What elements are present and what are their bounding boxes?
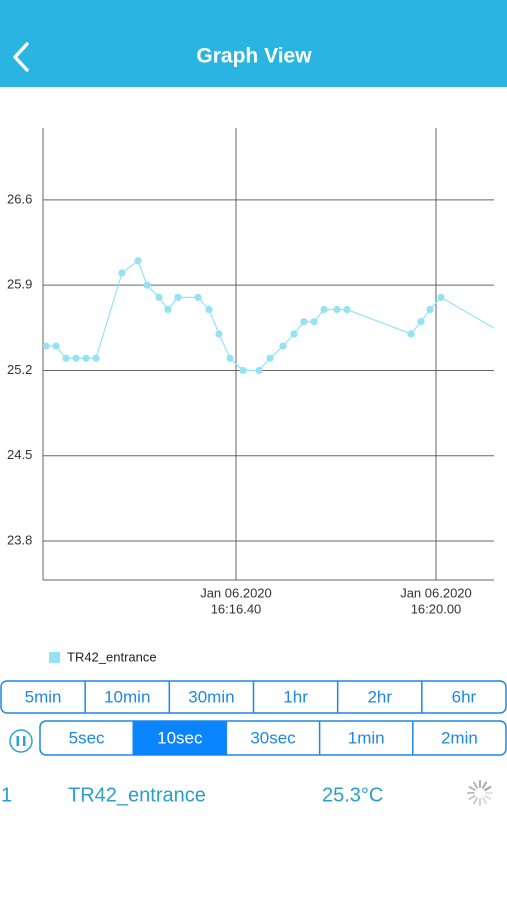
reading-index: 1: [1, 784, 12, 806]
y-tick-label: 25.2: [7, 362, 32, 377]
reading-name: TR42_entrance: [68, 784, 206, 806]
pause-button[interactable]: [9, 729, 33, 753]
range-button-label[interactable]: 10min: [104, 687, 150, 706]
interval-button-label[interactable]: 1min: [348, 728, 385, 747]
spinner-tick: [482, 797, 487, 805]
interval-button-label[interactable]: 5sec: [69, 728, 105, 747]
range-button-label[interactable]: 30min: [188, 687, 234, 706]
back-button[interactable]: [13, 42, 29, 72]
range-button-label[interactable]: 1hr: [283, 687, 308, 706]
data-point: [407, 330, 415, 338]
interval-button-label[interactable]: 2min: [441, 728, 478, 747]
data-point: [343, 305, 351, 314]
data-point: [255, 366, 263, 375]
x-tick-label: Jan 06.2020: [400, 585, 472, 600]
data-point: [290, 330, 298, 338]
y-tick-label: 25.9: [7, 277, 32, 292]
pause-bar: [16, 736, 19, 746]
data-point: [82, 354, 90, 362]
interval-button-label[interactable]: 10sec: [157, 728, 203, 747]
data-point: [417, 318, 425, 326]
data-point: [194, 293, 202, 301]
data-point: [437, 293, 445, 301]
data-point: [164, 305, 172, 314]
data-point: [320, 305, 328, 314]
spinner-tick: [468, 786, 476, 791]
data-point: [43, 342, 50, 350]
legend-label: TR42_entrance: [67, 649, 157, 664]
data-point: [143, 281, 151, 289]
spinner-tick: [484, 786, 492, 791]
loading-spinner: [467, 780, 493, 806]
x-tick-label: 16:16.40: [211, 601, 262, 616]
data-point: [52, 342, 60, 350]
range-button-label[interactable]: 5min: [25, 687, 62, 706]
pause-bar: [23, 736, 26, 746]
range-button-label[interactable]: 6hr: [452, 687, 477, 706]
interval-button-label[interactable]: 30sec: [250, 728, 296, 747]
legend-swatch: [49, 652, 60, 663]
x-tick-label: 16:20.00: [411, 601, 462, 616]
y-tick-label: 23.8: [7, 532, 32, 547]
data-point: [62, 354, 70, 362]
header-title: Graph View: [196, 45, 312, 68]
data-point: [205, 305, 213, 314]
data-point: [174, 293, 182, 301]
data-point: [226, 354, 234, 362]
plot-area: [43, 257, 507, 375]
data-point: [72, 354, 80, 362]
data-point: [333, 305, 341, 314]
reading-value: 25.3°C: [322, 784, 383, 806]
data-point: [279, 342, 287, 350]
y-tick-label: 26.6: [7, 191, 32, 206]
data-point: [92, 354, 100, 362]
spinner-tick: [473, 781, 478, 789]
spinner-tick: [484, 795, 492, 800]
spinner-tick: [468, 795, 476, 800]
range-button-label[interactable]: 2hr: [367, 687, 392, 706]
data-point: [134, 257, 142, 265]
spinner-tick: [482, 781, 487, 789]
data-point: [500, 330, 507, 337]
y-tick-label: 24.5: [7, 447, 32, 462]
series-line: [46, 259, 494, 372]
data-point: [215, 330, 223, 338]
data-point: [426, 305, 434, 314]
data-point: [118, 269, 126, 277]
x-tick-label: Jan 06.2020: [200, 585, 272, 600]
data-point: [266, 354, 274, 362]
header-bar: [0, 0, 507, 87]
data-point: [300, 318, 308, 326]
data-point: [310, 318, 318, 326]
data-point: [155, 293, 163, 301]
spinner-tick: [473, 797, 478, 805]
data-point: [239, 366, 247, 375]
interval-button-selected[interactable]: [133, 721, 227, 755]
